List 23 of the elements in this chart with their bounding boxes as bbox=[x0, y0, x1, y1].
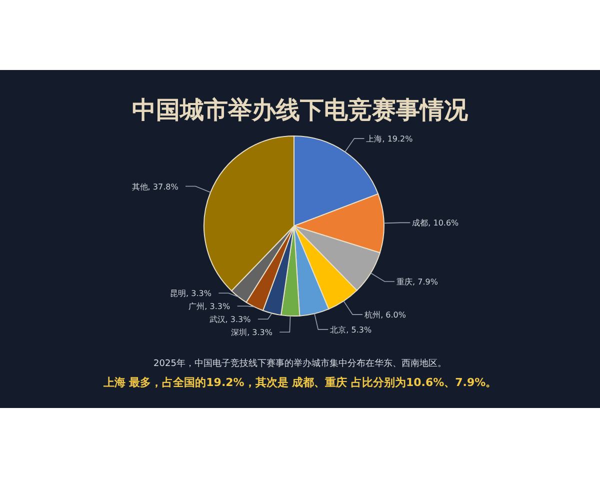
slice-label: 昆明 bbox=[170, 289, 186, 298]
text: 上海 最多，占全国的19.2%，其次是 成都、重庆 占比分别为10.6%、7.9%。 bbox=[102, 376, 497, 389]
data-label: , 3.3% bbox=[225, 315, 252, 324]
slice-label: 广州 bbox=[188, 302, 205, 312]
data-label: , 7.9% bbox=[412, 277, 438, 286]
slice-label: 北京 bbox=[330, 325, 346, 334]
slice-label: 成都 bbox=[412, 218, 428, 228]
data-label: , 3.3% bbox=[186, 289, 212, 298]
text: 2025年，中国电子竞技线下赛事的举办城市集中分布在华东、西南地区。 bbox=[154, 358, 446, 369]
data-label: , 37.8% bbox=[148, 182, 179, 192]
data-label: , 10.6% bbox=[428, 218, 460, 228]
chart-title: 中国城市举办线下电竞赛事情况 bbox=[132, 96, 469, 124]
data-label: , 3.3% bbox=[247, 328, 273, 338]
slice-label: 重庆 bbox=[396, 277, 413, 286]
slice-label: 深圳 bbox=[231, 328, 248, 338]
data-label: , 5.3% bbox=[346, 325, 372, 334]
data-label: , 19.2% bbox=[382, 134, 414, 144]
slice-label: 其他 bbox=[132, 182, 148, 192]
slice-label: 杭州 bbox=[364, 310, 381, 320]
slice-label: 上海 bbox=[366, 134, 382, 144]
data-label: , 3.3% bbox=[204, 302, 230, 312]
data-label: , 6.0% bbox=[380, 310, 406, 320]
slice-label: 武汉 bbox=[209, 315, 226, 324]
